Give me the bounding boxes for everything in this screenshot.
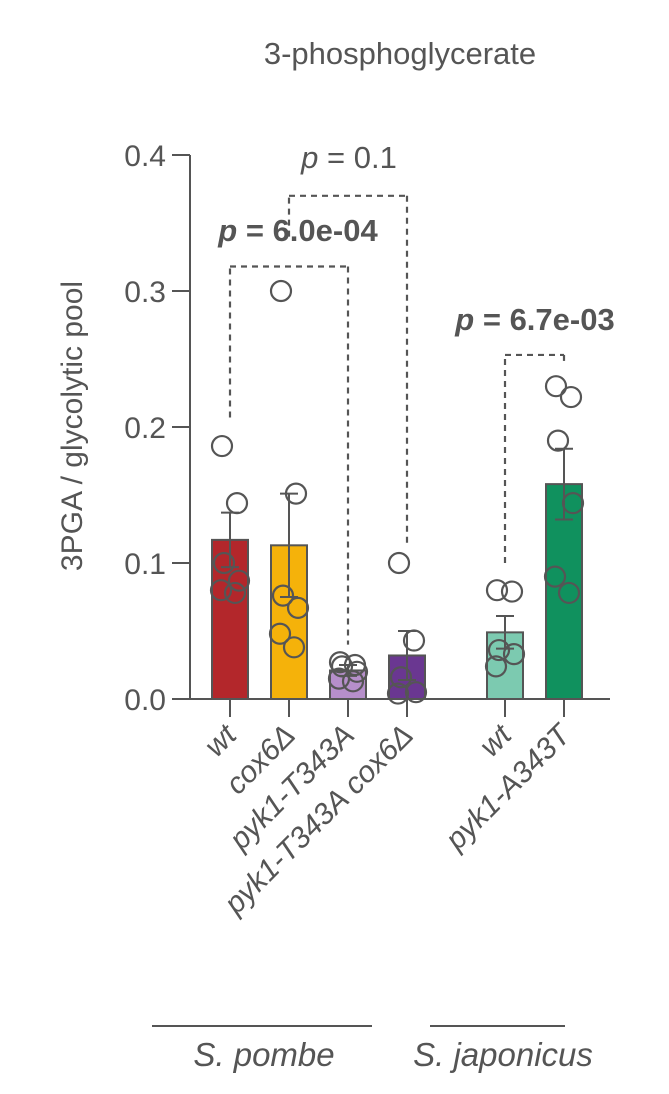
data-point bbox=[209, 579, 233, 602]
data-point bbox=[500, 580, 524, 603]
data-point bbox=[212, 551, 236, 575]
y-tick-label: 0.0 bbox=[124, 684, 166, 717]
chart-title: 3-phosphoglycerate bbox=[264, 36, 536, 71]
data-point bbox=[282, 636, 306, 659]
group-label: S. pombe bbox=[193, 1036, 334, 1073]
data-point bbox=[402, 629, 426, 652]
data-point bbox=[327, 667, 351, 690]
data-point bbox=[284, 482, 308, 505]
data-point bbox=[223, 581, 247, 605]
p-value-label: p = 6.0e-04 bbox=[217, 213, 378, 248]
p-value-text: = 6.7e-03 bbox=[474, 302, 614, 337]
data-point bbox=[269, 279, 293, 303]
data-point bbox=[271, 584, 295, 607]
p-value-text: = 6.0e-04 bbox=[237, 213, 378, 248]
x-tick-label: wt bbox=[198, 717, 244, 763]
data-point bbox=[557, 581, 581, 605]
data-point bbox=[387, 551, 411, 575]
y-tick-label: 0.2 bbox=[124, 412, 166, 445]
data-point bbox=[546, 429, 570, 452]
data-point bbox=[561, 492, 585, 515]
data-point bbox=[227, 569, 251, 592]
y-tick-label: 0.1 bbox=[124, 548, 166, 581]
data-point bbox=[210, 434, 234, 458]
p-symbol: p bbox=[300, 140, 318, 175]
p-value-text: = 0.1 bbox=[318, 140, 396, 175]
data-point bbox=[404, 681, 428, 704]
data-point bbox=[286, 596, 310, 619]
x-tick-label: wt bbox=[473, 717, 519, 763]
data-point bbox=[389, 666, 413, 689]
data-point bbox=[543, 565, 567, 588]
data-point bbox=[341, 670, 365, 693]
data-point bbox=[330, 655, 354, 678]
p-symbol: p bbox=[454, 302, 474, 337]
data-point bbox=[544, 375, 568, 398]
y-axis-label: 3PGA / glycolytic pool bbox=[56, 281, 89, 571]
p-value-label: p = 0.1 bbox=[300, 140, 397, 175]
data-point bbox=[225, 492, 249, 515]
data-point bbox=[268, 622, 292, 645]
group-label: S. japonicus bbox=[413, 1036, 593, 1073]
data-point bbox=[487, 638, 511, 662]
p-value-label: p = 6.7e-03 bbox=[454, 302, 614, 337]
marks: 0.00.10.20.30.4wtcox6Δpyk1-T343Apyk1-T34… bbox=[124, 140, 614, 1073]
data-point bbox=[386, 682, 410, 705]
data-point bbox=[484, 655, 508, 678]
y-tick-label: 0.3 bbox=[124, 276, 166, 309]
data-point bbox=[485, 579, 509, 602]
data-point bbox=[502, 643, 526, 666]
y-tick-label: 0.4 bbox=[124, 140, 166, 173]
p-symbol: p bbox=[217, 213, 237, 248]
data-point bbox=[559, 385, 583, 409]
